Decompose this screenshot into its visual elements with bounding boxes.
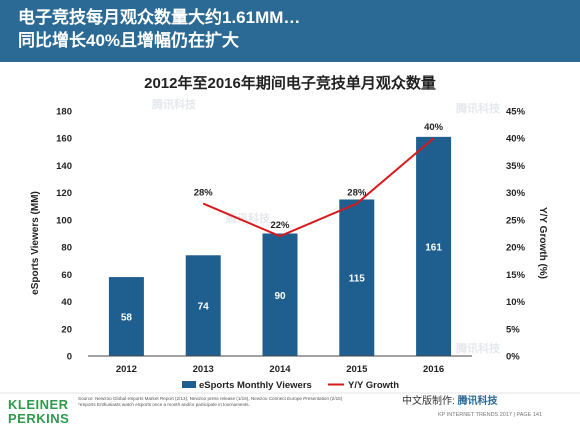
kleiner-perkins-logo: KLEINER PERKINS: [8, 397, 70, 426]
bar: [185, 255, 221, 356]
y-tick-label: 180: [56, 107, 72, 118]
y-axis-right-label: Y/Y Growth (%): [537, 207, 548, 279]
bar-value-label: 115: [349, 274, 366, 285]
y-right-tick-label: 0%: [506, 352, 520, 363]
y-tick-label: 80: [61, 243, 72, 254]
legend-swatch-bars: [182, 381, 196, 388]
y-right-tick-label: 10%: [506, 297, 526, 308]
growth-line: [202, 137, 435, 238]
watermark-text: 腾讯科技: [226, 213, 270, 225]
growth-value-label: 28%: [347, 188, 367, 199]
growth-value-label: 22%: [270, 220, 290, 231]
bar: [416, 136, 452, 356]
legend-label-bars: eSports Monthly Viewers: [199, 380, 312, 391]
subheadline: 同比增长40%且增幅仍在扩大: [18, 31, 240, 50]
y-right-tick-label: 15%: [506, 270, 526, 281]
x-tick-label: 2014: [269, 364, 291, 375]
legend-label-line: Y/Y Growth: [348, 380, 399, 391]
y-right-tick-label: 40%: [506, 134, 526, 145]
bar-value-label: 74: [198, 302, 210, 313]
y-right-tick-label: 25%: [506, 215, 526, 226]
x-tick-label: 2013: [193, 364, 214, 375]
page-info: KP INTERNET TRENDS 2017 | PAGE 141: [438, 412, 543, 418]
y-tick-label: 0: [67, 352, 72, 363]
watermark-text: 腾讯科技: [456, 103, 500, 115]
headline: 电子竞技每月观众数量大约1.61MM…: [18, 8, 301, 27]
y-tick-label: 140: [56, 161, 72, 172]
y-tick-label: 20: [61, 324, 72, 335]
y-right-tick-label: 20%: [506, 243, 526, 254]
y-right-tick-label: 35%: [506, 161, 526, 172]
y-tick-label: 60: [61, 270, 72, 281]
y-axis-label: eSports Viewers (MM): [30, 191, 41, 295]
bar-value-label: 161: [425, 242, 442, 253]
watermark-text: 腾讯科技: [152, 99, 196, 111]
y-tick-label: 120: [56, 188, 72, 199]
chart-title: 2012年至2016年期间电子竞技单月观众数量: [144, 75, 436, 92]
tencent-tech-logo: 腾讯科技: [457, 396, 498, 407]
x-tick-label: 2012: [116, 364, 137, 375]
bar-value-label: 90: [274, 291, 286, 302]
y-tick-label: 160: [56, 134, 72, 145]
y-tick-label: 40: [61, 297, 72, 308]
growth-value-label: 40%: [424, 122, 444, 133]
header-banner: 电子竞技每月观众数量大约1.61MM… 同比增长40%且增幅仍在扩大: [0, 0, 580, 62]
x-tick-label: 2016: [423, 364, 444, 375]
y-right-tick-label: 5%: [506, 324, 520, 335]
growth-value-label: 28%: [194, 188, 214, 199]
x-tick-label: 2015: [346, 364, 368, 375]
y-tick-label: 100: [56, 215, 72, 226]
bar-value-label: 58: [121, 313, 133, 324]
bar: [108, 277, 144, 356]
y-right-tick-label: 45%: [506, 107, 526, 118]
credit-line: 中文版制作: 腾讯科技: [402, 396, 498, 407]
bar: [262, 233, 298, 356]
bar: [339, 199, 375, 356]
source-note: Source: Newzoo Global eSports Market Rep…: [78, 396, 343, 407]
y-right-tick-label: 30%: [506, 188, 526, 199]
watermark-text: 腾讯科技: [456, 343, 500, 355]
legend: eSports Monthly Viewers Y/Y Growth: [182, 380, 399, 391]
